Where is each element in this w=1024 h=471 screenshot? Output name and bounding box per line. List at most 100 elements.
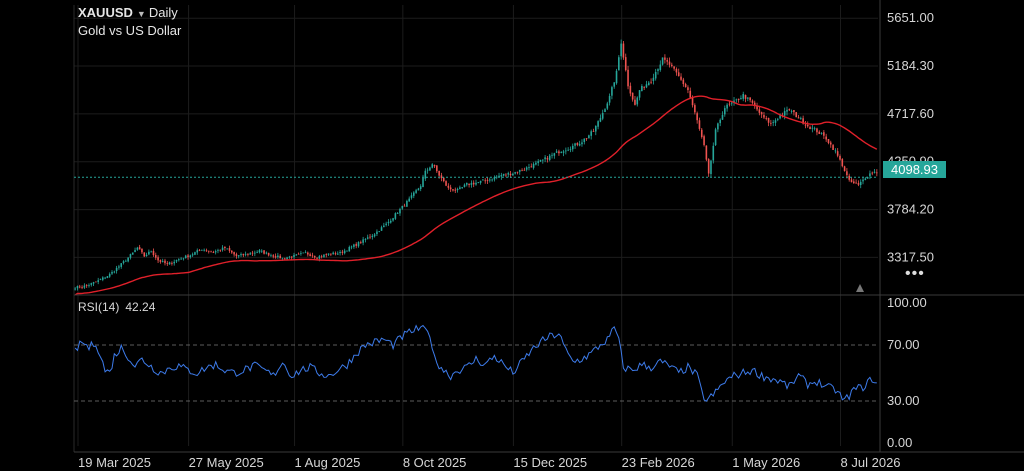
candle-body bbox=[228, 248, 231, 251]
candle bbox=[493, 175, 496, 182]
candle-body bbox=[740, 98, 742, 100]
candle-body bbox=[661, 57, 664, 65]
candle-body bbox=[389, 220, 392, 223]
candle-body bbox=[187, 255, 189, 258]
candle bbox=[472, 180, 475, 188]
candle-body bbox=[624, 57, 627, 71]
candle-body bbox=[138, 247, 141, 250]
candle-body bbox=[728, 103, 731, 105]
candle-body bbox=[853, 181, 855, 184]
candle-body bbox=[521, 170, 523, 172]
candle bbox=[323, 254, 325, 258]
candle-body bbox=[249, 253, 252, 255]
candle bbox=[491, 178, 493, 182]
candle bbox=[601, 109, 604, 121]
rsi-axis[interactable]: 100.00 70.00 30.00 0.00 bbox=[887, 295, 927, 450]
candle bbox=[675, 67, 678, 76]
candle bbox=[629, 82, 632, 97]
candle bbox=[719, 118, 722, 127]
candle-body bbox=[509, 173, 512, 176]
candle bbox=[373, 233, 376, 238]
candle-body bbox=[862, 179, 864, 182]
candle bbox=[436, 164, 438, 173]
candle-body bbox=[565, 150, 567, 152]
candle-body bbox=[210, 251, 212, 253]
candle bbox=[864, 177, 867, 181]
rsi-tick-label: 70.00 bbox=[887, 337, 920, 352]
ellipsis-icon[interactable]: ••• bbox=[905, 265, 925, 282]
candle-body bbox=[532, 163, 535, 168]
candle bbox=[449, 184, 452, 193]
candle bbox=[212, 250, 215, 254]
candle bbox=[599, 114, 602, 123]
candle bbox=[700, 127, 703, 139]
symbol-description: Gold vs US Dollar bbox=[78, 23, 182, 38]
candle-body bbox=[125, 260, 127, 262]
candle-body bbox=[742, 94, 745, 99]
candle bbox=[770, 119, 772, 127]
candle-body bbox=[537, 161, 540, 163]
interval-label[interactable]: Daily bbox=[148, 5, 178, 20]
candle-body bbox=[638, 90, 641, 98]
time-tick-label: 27 May 2025 bbox=[189, 455, 264, 470]
candle bbox=[839, 154, 841, 161]
candle bbox=[249, 252, 252, 255]
candle bbox=[429, 166, 431, 172]
candle-body bbox=[240, 254, 242, 256]
caret-down-icon[interactable]: ▼ bbox=[136, 9, 146, 19]
candle bbox=[643, 86, 645, 91]
candle bbox=[320, 254, 323, 259]
candle-body bbox=[150, 251, 152, 253]
candle-body bbox=[154, 255, 157, 258]
candle-body bbox=[396, 213, 399, 214]
time-tick-label: 1 May 2026 bbox=[732, 455, 800, 470]
candle bbox=[507, 171, 510, 178]
candle bbox=[145, 252, 148, 257]
candle bbox=[489, 177, 491, 183]
candle bbox=[389, 218, 392, 224]
candle bbox=[97, 277, 99, 285]
candle bbox=[327, 253, 330, 256]
symbol-title[interactable]: XAUUSD ▼ Daily bbox=[78, 5, 178, 20]
candle bbox=[226, 248, 229, 250]
candle bbox=[201, 249, 203, 251]
candle bbox=[221, 245, 224, 252]
candle-body bbox=[869, 173, 871, 177]
candle bbox=[224, 246, 226, 251]
candle bbox=[396, 211, 399, 214]
candle-body bbox=[318, 256, 321, 259]
candle bbox=[578, 140, 581, 147]
candle-body bbox=[237, 255, 240, 257]
triangle-up-icon[interactable] bbox=[856, 284, 864, 292]
rsi-value: 42.24 bbox=[125, 300, 156, 314]
candle-body bbox=[491, 179, 493, 181]
candle bbox=[383, 222, 385, 228]
candle bbox=[532, 162, 535, 170]
candle bbox=[813, 126, 816, 131]
candle-body bbox=[542, 159, 544, 161]
candle-body bbox=[387, 221, 390, 224]
candle bbox=[235, 252, 238, 259]
candle-body bbox=[166, 263, 169, 264]
candle bbox=[816, 127, 818, 136]
candlestick-series bbox=[74, 39, 878, 291]
time-axis[interactable]: 19 Mar 2025 27 May 2025 1 Aug 2025 8 Oct 20… bbox=[78, 455, 901, 470]
candle-body bbox=[290, 256, 293, 258]
candle-body bbox=[571, 145, 574, 150]
candle bbox=[703, 134, 705, 147]
candle bbox=[290, 256, 293, 260]
candle bbox=[217, 248, 219, 254]
candle-body bbox=[512, 173, 514, 176]
candle bbox=[514, 171, 516, 175]
candle bbox=[343, 248, 346, 255]
candle-body bbox=[495, 176, 498, 178]
candle-body bbox=[410, 195, 413, 198]
candle-body bbox=[334, 253, 337, 255]
candle-body bbox=[528, 167, 530, 168]
candle bbox=[168, 261, 171, 265]
candle-body bbox=[131, 252, 134, 255]
candle-body bbox=[770, 122, 772, 124]
candle bbox=[712, 142, 715, 164]
candle bbox=[263, 250, 265, 255]
